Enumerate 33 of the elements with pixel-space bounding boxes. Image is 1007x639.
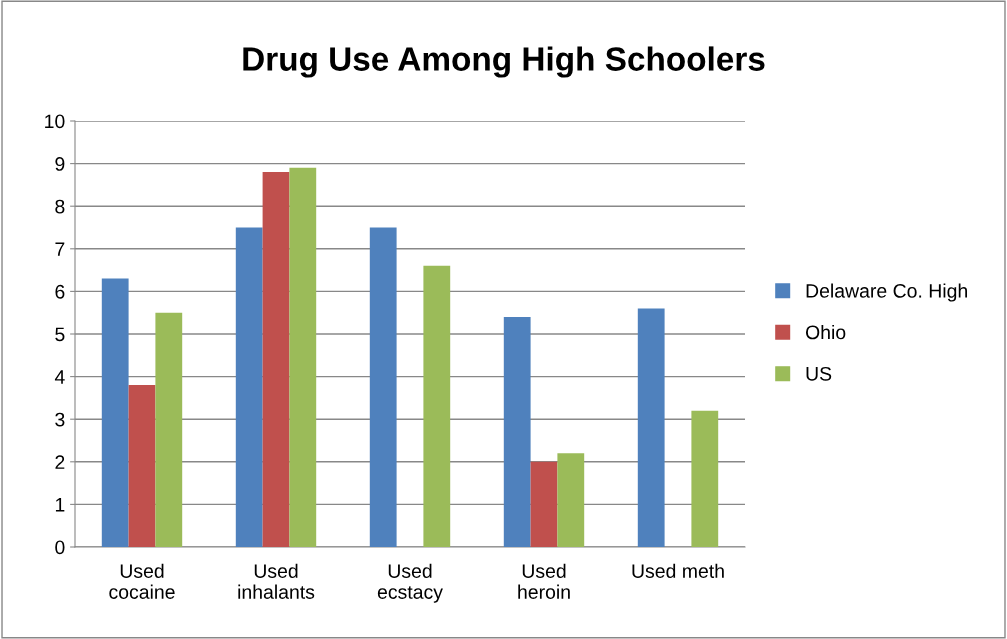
bar — [262, 172, 290, 547]
y-tick-label: 6 — [55, 284, 65, 299]
bar — [128, 385, 156, 547]
x-tick-label: Used heroin — [518, 563, 570, 599]
bar — [423, 265, 451, 547]
x-tick-label: Used cocaine — [109, 563, 175, 599]
y-tick-label: 7 — [55, 242, 65, 256]
y-tick-label: 3 — [55, 412, 65, 427]
y-tick-label: 8 — [55, 199, 65, 214]
legend-label: Delaware Co. High — [806, 283, 967, 302]
y-tick-label: 1 — [55, 498, 65, 512]
bar — [369, 227, 397, 547]
bar — [637, 308, 665, 547]
chart-title: Drug Use Among High Schoolers — [243, 46, 765, 78]
x-tick-label: Used meth — [632, 563, 724, 578]
bar — [503, 316, 531, 547]
x-tick-label: Used inhalants — [238, 563, 315, 599]
y-tick-label: 2 — [55, 455, 65, 469]
y-tick-label: 4 — [54, 370, 65, 384]
bar — [691, 410, 719, 547]
legend-label: US — [806, 366, 832, 381]
bar — [155, 312, 183, 547]
bar — [235, 227, 263, 547]
bar — [289, 167, 317, 547]
y-tick-label: 0 — [55, 540, 65, 555]
y-tick-label: 10 — [45, 114, 65, 129]
x-tick-label: Used ecstacy — [377, 563, 443, 603]
y-tick-label: 9 — [55, 157, 65, 171]
y-tick-label: 5 — [55, 327, 65, 342]
legend-label: Ohio — [805, 324, 846, 340]
bar — [101, 278, 129, 547]
bar — [530, 461, 558, 547]
bar — [557, 453, 585, 547]
